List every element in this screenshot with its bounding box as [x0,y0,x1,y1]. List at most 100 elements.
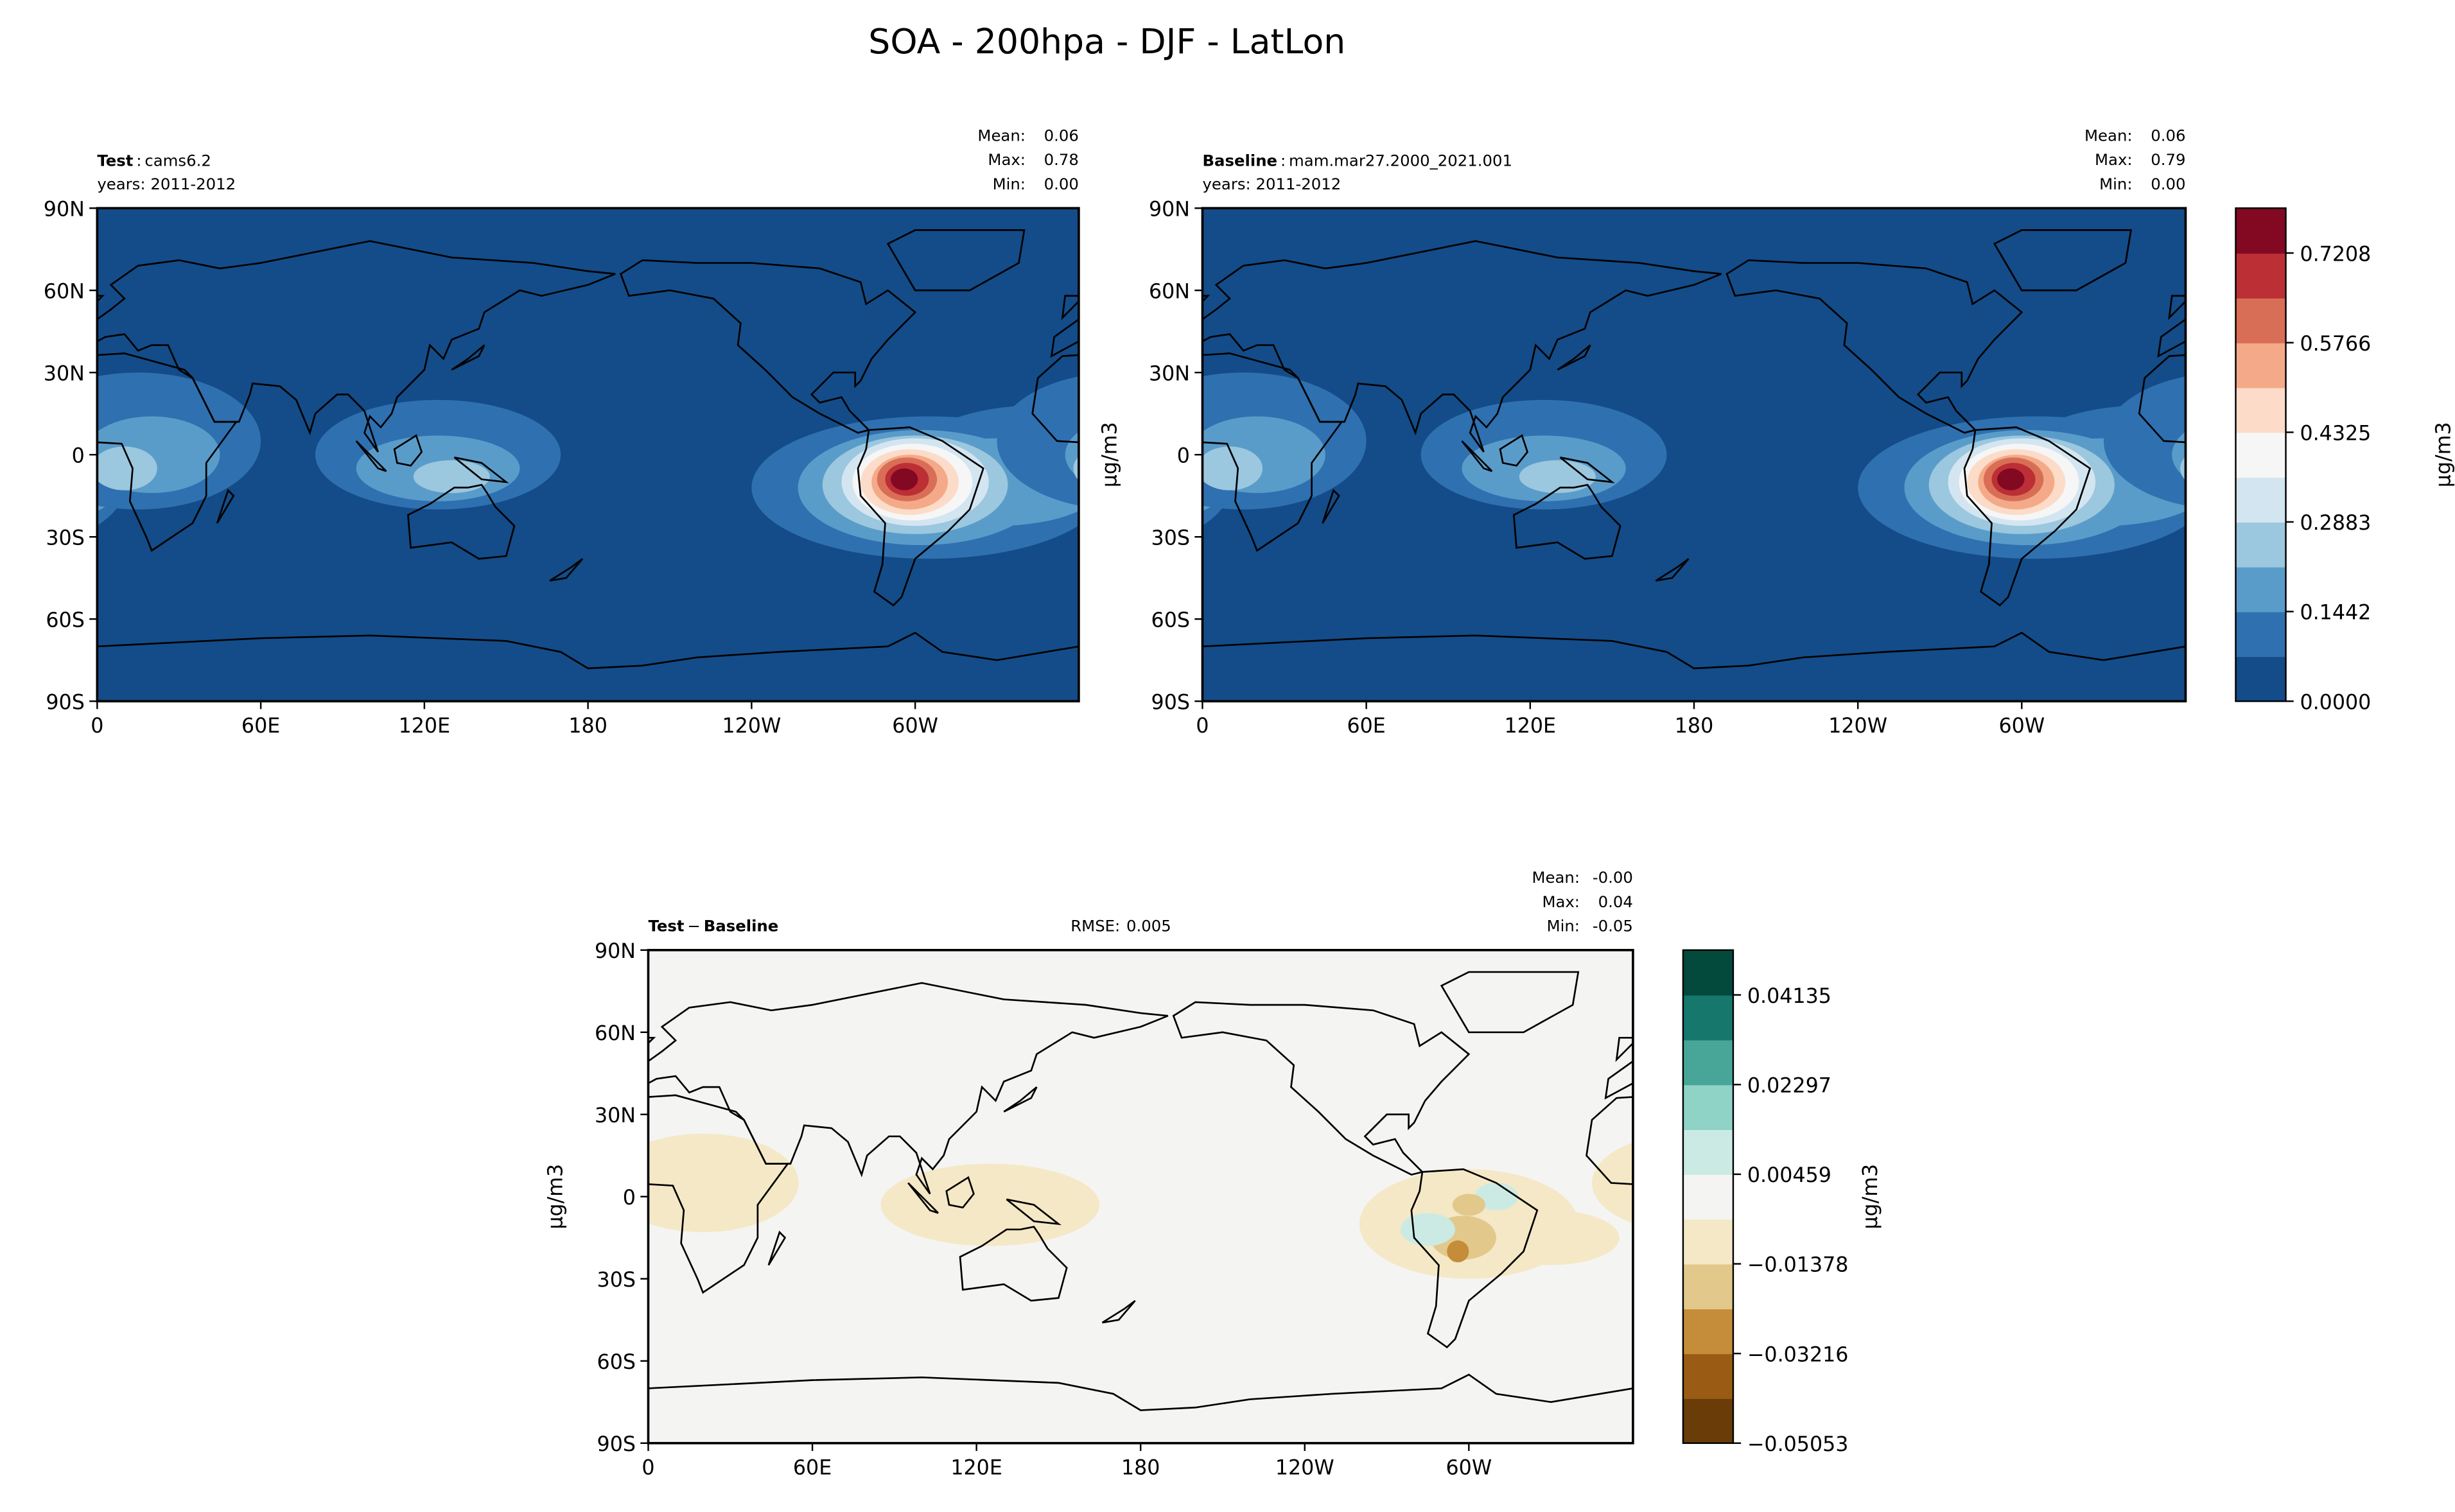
field-contour [1452,1194,1485,1216]
colorbar-level [2235,477,2286,523]
header-part: Test [97,151,133,169]
stat-value: -0.00 [1593,868,1633,887]
panel-header: Test: cams6.2 [97,151,211,169]
header-part: cams6.2 [144,151,211,169]
field-contour [1997,468,2025,491]
coastline [857,426,984,607]
colorbar-tick-label: −0.03216 [1747,1343,1849,1366]
colorbar-level [1682,1129,1733,1175]
y-tick-label: 0 [623,1186,636,1210]
field-contour [1073,456,1079,481]
field-contour [1202,446,1263,491]
stat-value: 0.79 [2151,150,2185,169]
x-tick-label: 60W [1998,715,2045,738]
x-tick-label: 120E [1505,715,1557,738]
rmse: RMSE: 0.005 [1070,917,1171,935]
stat-value: 0.00 [2151,175,2185,193]
header-part: : [1280,151,1286,169]
coastline [1963,426,2092,607]
y-tick-label: 30S [597,1269,636,1292]
map [648,950,1633,1443]
stat-name: Mean: [977,126,1026,144]
x-tick-label: 0 [642,1456,654,1479]
colorbar-level [2235,611,2286,657]
y-tick-label: 60S [46,609,84,632]
field-contour [880,1163,1100,1246]
header-part: Test [648,917,684,935]
coastline [1461,440,1493,473]
stat-name: Min: [1547,917,1580,935]
field-contour [97,446,157,491]
field-contour [2103,376,2186,506]
coastline [886,229,1026,291]
header-part: Baseline [1202,151,1277,169]
colorbar-frame [2235,207,2287,702]
x-tick-label: 180 [1675,715,1713,738]
coastline [393,434,423,467]
y-tick-label: 60S [1151,609,1190,632]
rmse-value: 0.005 [1126,917,1171,935]
coastline [1101,1299,1136,1324]
y-tick-label: 60N [1149,280,1190,303]
y-tick-label: 30N [1149,362,1190,385]
coastline [648,1373,1633,1411]
panel-years: years: 2011-2012 [1202,175,1341,193]
colorbar-level [2235,387,2286,433]
coastline [945,1176,975,1209]
field-contour [997,376,1079,506]
y-tick-label: 90N [44,198,85,221]
panel-header: Test − Baseline [648,917,778,935]
colorbar-tick-label: 0.00459 [1747,1164,1831,1187]
stat-name: Min: [993,175,1026,193]
stat-name: Max: [1542,892,1580,911]
colorbar-level [1682,1398,1733,1444]
colorbar-level [1682,1174,1733,1220]
colorbar-level [1682,995,1733,1041]
x-tick-label: 120W [1828,715,1887,738]
colorbar-tick-label: 0.2883 [2300,512,2371,535]
y-tick-label: 60N [595,1022,636,1045]
x-tick-label: 0 [91,715,103,738]
stat-value: 0.00 [1044,175,1079,193]
y-tick-label: 0 [1177,444,1190,467]
colorbar-level [1682,1308,1733,1355]
x-tick-label: 120E [399,715,451,738]
coastline [907,1182,939,1214]
x-tick-label: 60W [1446,1456,1492,1479]
y-tick-label: 90N [1149,198,1190,221]
x-tick-label: 180 [1121,1456,1160,1479]
colorbar-tick-label: −0.05053 [1747,1433,1849,1456]
colorbar-level [2235,342,2286,388]
map [1202,208,2186,702]
colorbar-label: μg/m3 [2432,422,2455,487]
colorbar-tick-label: 0.5766 [2300,333,2371,356]
coastline [1557,344,1591,371]
x-tick-label: 60W [892,715,938,738]
coastline [1202,631,2186,670]
coastline [1725,259,2023,434]
panel-years: years: 2011-2012 [97,175,236,193]
coastline [1003,1086,1038,1113]
coastline [1410,1168,1539,1349]
coastline [648,982,1169,1195]
x-tick-label: 60E [793,1456,832,1479]
header-part: − [687,917,700,935]
coastline [2168,295,2186,320]
x-tick-label: 120E [950,1456,1002,1479]
colorbar-tick-label: 0.1442 [2300,602,2371,625]
coastline [97,240,616,453]
header-part: mam.mar27.2000_2021.001 [1289,151,1512,169]
y-tick-label: 90S [46,691,84,714]
coastline [216,489,235,524]
colorbar-level [1682,1353,1733,1399]
field-contour [648,1133,799,1233]
colorbar-level [2235,521,2286,568]
colorbar-label: μg/m3 [1859,1164,1882,1230]
y-tick-label: 30N [44,362,85,385]
field-contour [1519,460,1596,493]
coastline [97,352,238,552]
colorbar-tick-label: 0.0000 [2300,691,2371,714]
stat-value: 0.78 [1044,150,1079,169]
rmse-name: RMSE: [1070,917,1120,935]
